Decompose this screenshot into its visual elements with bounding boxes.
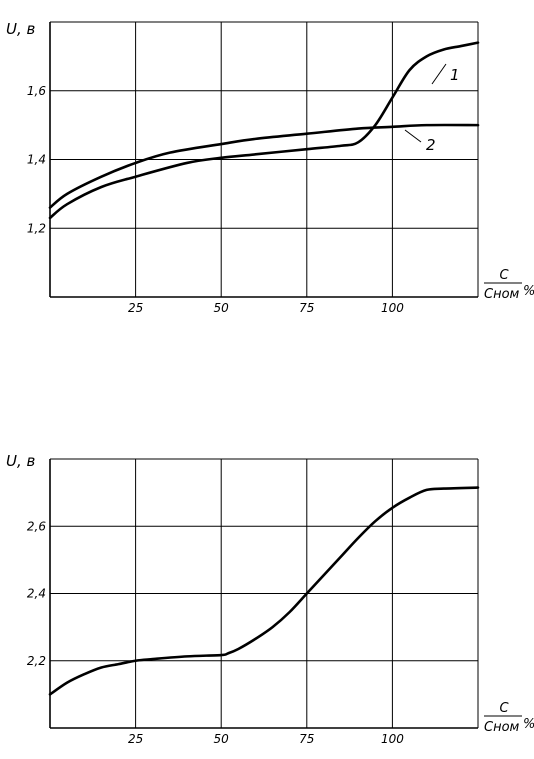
y-tick-label: 2,2: [27, 654, 46, 668]
y-axis-label: U, в: [6, 20, 36, 38]
y-tick-label: 1,6: [27, 84, 46, 98]
x-tick-label: 75: [299, 301, 314, 315]
x-axis-label-numerator: C: [499, 701, 509, 716]
x-axis-label-denominator: Cном: [484, 720, 520, 735]
x-tick-label: 100: [381, 301, 404, 315]
x-tick-label: 75: [299, 732, 314, 746]
x-axis-label-unit: %: [523, 284, 534, 299]
series-label-leader: [404, 129, 422, 143]
y-tick-label: 2,4: [27, 587, 46, 601]
y-tick-label: 1,4: [27, 153, 46, 167]
x-tick-label: 25: [128, 732, 143, 746]
series-line-2: [48, 123, 480, 209]
chart-1: 25 50 75 100 1,2 1,4 1,6 U, в C Cном% 1 2: [6, 20, 534, 315]
series-line-1: [48, 486, 480, 696]
y-tick-label: 2,6: [27, 519, 46, 533]
x-tick-label: 25: [128, 301, 143, 315]
series-label-leader: [431, 63, 447, 85]
series-line-1: [48, 41, 480, 220]
x-tick-label: 100: [381, 732, 404, 746]
x-tick-label: 50: [214, 301, 230, 315]
chart-2: 25 50 75 100 2,2 2,4 2,6 U, в C Cном%: [6, 452, 534, 746]
x-axis-label-unit: %: [523, 717, 534, 732]
x-axis-label-numerator: C: [499, 268, 509, 283]
x-axis-label-denominator: Cном: [484, 287, 520, 302]
series-label-2: 2: [426, 136, 436, 154]
y-tick-label: 1,2: [27, 221, 46, 235]
y-axis-label: U, в: [6, 452, 36, 470]
series-label-1: 1: [450, 66, 460, 84]
x-tick-label: 50: [214, 732, 230, 746]
